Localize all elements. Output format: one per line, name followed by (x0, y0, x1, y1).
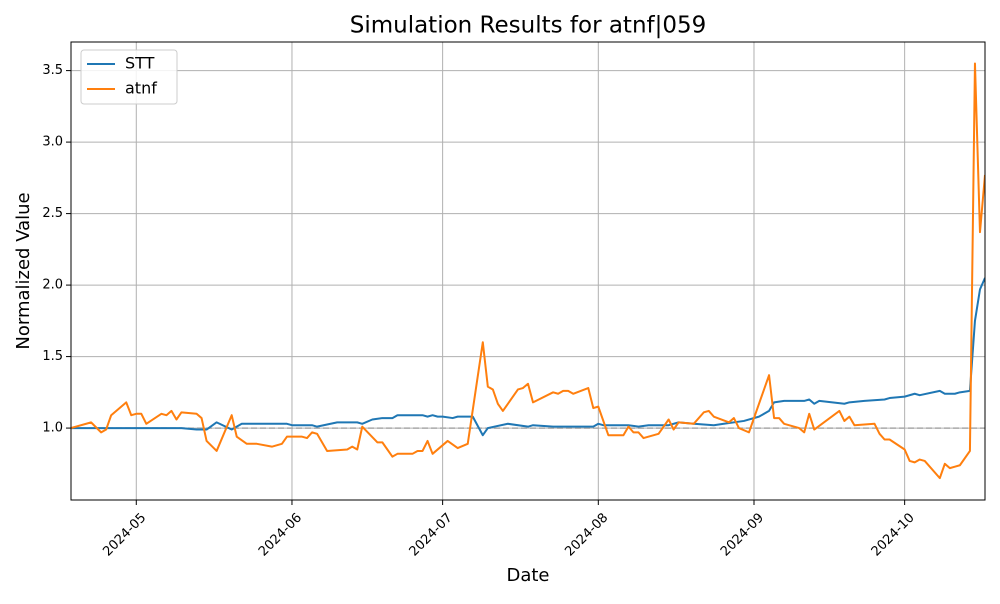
y-tick-label: 2.0 (42, 278, 63, 293)
y-tick-label: 2.5 (42, 206, 63, 221)
x-tick-label: 2024-10 (869, 510, 918, 559)
y-tick-label: 3.0 (42, 135, 63, 150)
chart-title: Simulation Results for atnf|059 (350, 13, 707, 39)
x-axis-label: Date (506, 565, 549, 586)
x-tick-label: 2024-08 (562, 510, 611, 559)
x-tick-label: 2024-07 (407, 510, 456, 559)
x-tick-label: 2024-06 (256, 510, 305, 559)
legend-label: atnf (125, 79, 157, 98)
data-line (71, 277, 985, 437)
y-tick-label: 1.5 (42, 349, 63, 364)
plot-frame (70, 41, 986, 501)
x-tick-label: 2024-05 (100, 510, 149, 559)
y-tick-label: 1.0 (42, 421, 63, 436)
y-axis-label: Normalized Value (13, 192, 34, 349)
legend-label: STT (125, 54, 155, 73)
data-line (71, 62, 985, 480)
y-tick-label: 3.5 (42, 63, 63, 78)
x-tick-label: 2024-09 (718, 510, 767, 559)
